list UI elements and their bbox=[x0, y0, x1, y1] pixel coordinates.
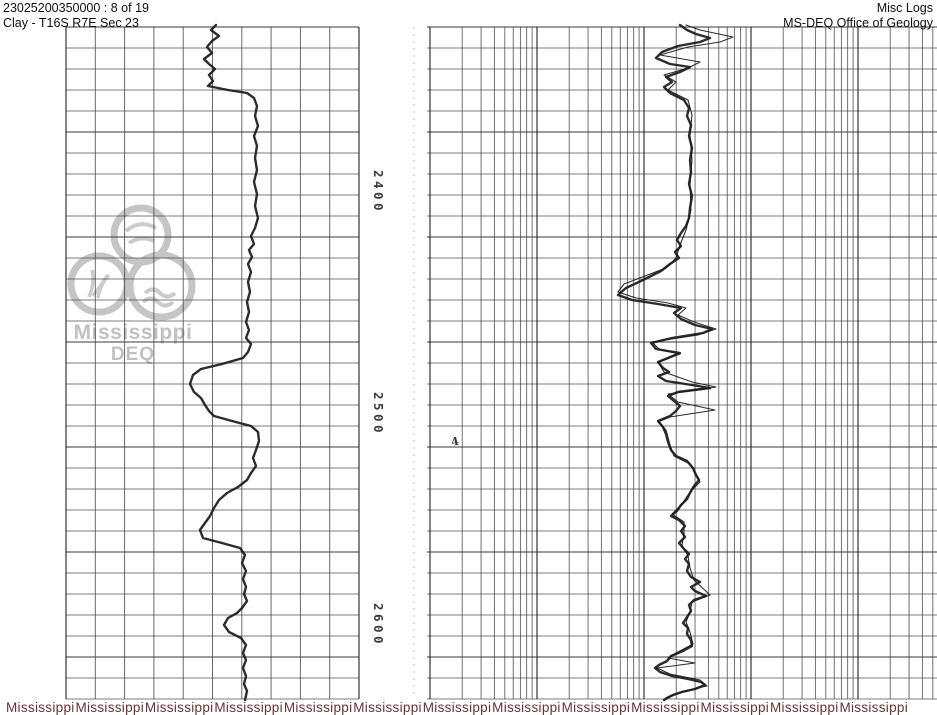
agency-label: MS-DEQ Office of Geology bbox=[783, 16, 933, 31]
resistivity-curve-thin bbox=[617, 24, 734, 701]
ms-deq-logo-watermark-icon bbox=[67, 204, 196, 321]
watermark-text-mississippi: Mississippi bbox=[74, 321, 193, 344]
footer-watermark-word: Mississippi bbox=[353, 700, 422, 715]
footer-watermark-row: Mississippi Mississippi Mississippi Mississ… bbox=[6, 700, 908, 715]
footer-watermark-word: Mississippi bbox=[283, 700, 353, 715]
depth-label-2600: 2600 bbox=[371, 603, 386, 647]
footer-watermark-word: Mississippi bbox=[144, 700, 214, 715]
logo-circle-right bbox=[126, 251, 196, 321]
watermark-text-deq: DEQ bbox=[111, 344, 155, 365]
depth-labels: 2400 2500 2600 bbox=[371, 170, 386, 647]
footer-watermark-word: Mississippi bbox=[769, 700, 839, 715]
footer-watermark-word: Mississippi bbox=[839, 700, 908, 715]
pen-mark-artifact: 4 bbox=[450, 435, 461, 449]
log-grid bbox=[65, 26, 937, 700]
document-location: Clay - T16S R7E Sec 23 bbox=[3, 16, 139, 31]
footer-watermark-word: Mississippi bbox=[75, 700, 145, 715]
logo-leaf-icon bbox=[124, 222, 157, 245]
depth-label-2500: 2500 bbox=[371, 392, 386, 436]
header-right: Misc Logs MS-DEQ Office of Geology bbox=[783, 1, 933, 32]
logo-plant-icon bbox=[87, 269, 111, 299]
footer-watermark-word: Mississippi bbox=[492, 700, 561, 715]
footer-watermark-word: Mississippi bbox=[422, 700, 492, 715]
footer-watermark-word: Mississippi bbox=[214, 700, 283, 715]
footer-watermark-word: Mississippi bbox=[6, 700, 75, 715]
log-curves bbox=[188, 23, 734, 702]
footer-watermark-word: Mississippi bbox=[700, 700, 770, 715]
logo-wave-icon bbox=[141, 287, 177, 308]
header-left: 23025200350000 : 8 of 19 Clay - T16S R7E… bbox=[3, 1, 149, 32]
resistivity-curve-main bbox=[616, 23, 714, 702]
document-id-page: 23025200350000 : 8 of 19 bbox=[3, 1, 149, 15]
sp-curve-left-track bbox=[188, 23, 261, 702]
footer-watermark-word: Mississippi bbox=[561, 700, 631, 715]
depth-label-2400: 2400 bbox=[371, 170, 386, 214]
footer-watermark-word: Mississippi bbox=[631, 700, 700, 715]
log-type-label: Misc Logs bbox=[876, 1, 933, 15]
logo-circle-left bbox=[67, 252, 131, 316]
